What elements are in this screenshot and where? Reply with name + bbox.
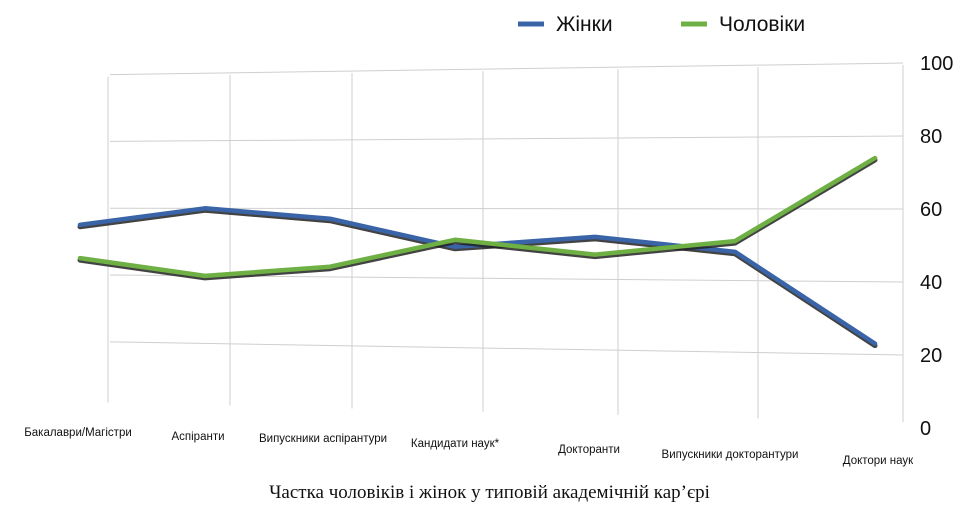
series-lines xyxy=(77,155,878,349)
y-tick-label: 40 xyxy=(920,272,942,294)
x-tick-label: Випускники докторантури xyxy=(662,449,799,461)
gridline-h-60 xyxy=(109,207,904,210)
y-tick-label: 20 xyxy=(920,345,942,367)
x-tick-label: Докторанти xyxy=(558,444,620,456)
y-axis-ticks: 0 20 40 60 80 100 xyxy=(920,53,953,440)
legend: Жінки Чоловіки xyxy=(518,13,805,36)
series-line-men xyxy=(77,155,878,279)
series-line-shadow xyxy=(77,157,878,281)
gridline-h-20 xyxy=(109,341,904,356)
x-axis-ticks: Бакалаври/Магістри Аспіранти Випускники ас… xyxy=(24,427,914,467)
x-tick-label: Випускники аспірантури xyxy=(259,433,387,445)
line-chart: 0 20 40 60 80 100 Бакалаври/Магістри Аспіранти… xyxy=(24,13,953,467)
x-tick-label: Кандидати наук* xyxy=(411,438,500,450)
y-tick-label: 100 xyxy=(920,53,953,75)
y-tick-label: 0 xyxy=(920,418,931,440)
x-tick-label: Доктори наук xyxy=(843,455,914,467)
legend-label: Чоловіки xyxy=(719,13,805,36)
legend-label: Жінки xyxy=(556,13,613,36)
y-tick-label: 80 xyxy=(920,126,942,148)
chart-caption: Частка чоловіків і жінок у типовій акаде… xyxy=(269,482,710,503)
x-tick-label: Бакалаври/Магістри xyxy=(24,427,132,439)
y-tick-label: 60 xyxy=(920,199,942,221)
x-tick-label: Аспіранти xyxy=(171,431,224,443)
gridline-h-80 xyxy=(109,135,904,142)
gridline-h-100 xyxy=(109,62,904,76)
